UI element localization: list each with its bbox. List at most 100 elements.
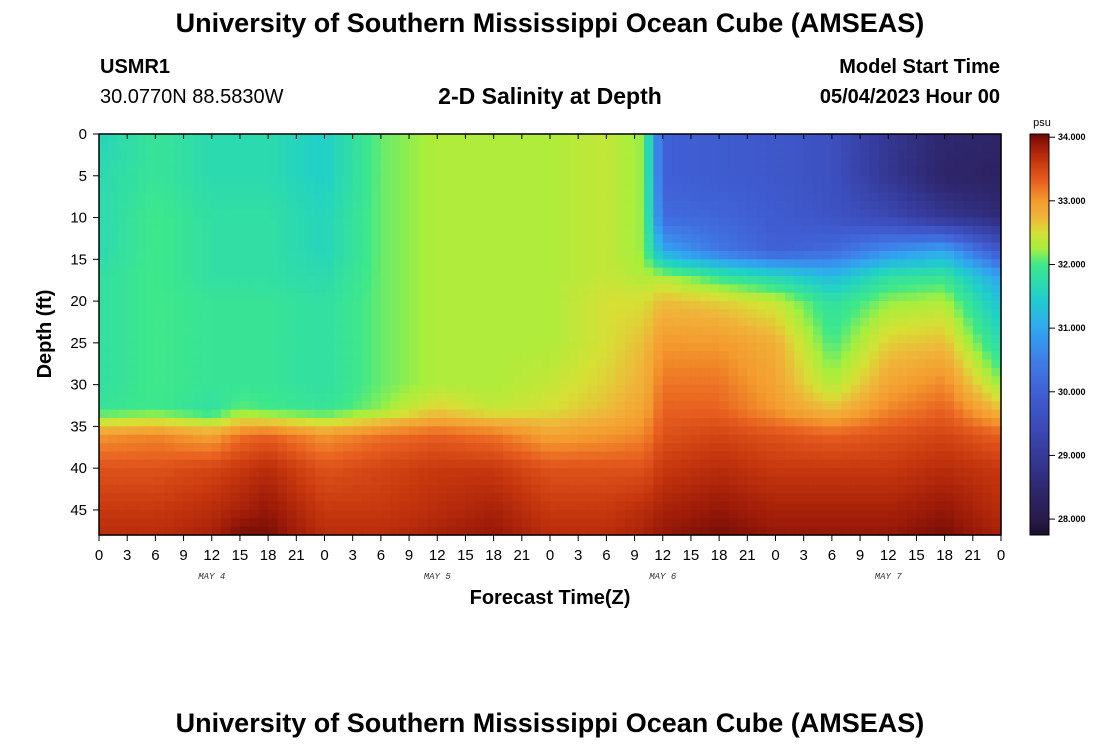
- heatmap-cell: [99, 184, 109, 194]
- heatmap-cell: [963, 459, 974, 469]
- heatmap-cell: [136, 434, 147, 444]
- heatmap-cell: [869, 351, 880, 361]
- heatmap-cell: [747, 367, 758, 377]
- heatmap-cell: [521, 476, 532, 486]
- heatmap-cell: [192, 401, 203, 411]
- heatmap-cell: [578, 150, 589, 160]
- heatmap-cell: [446, 167, 457, 177]
- heatmap-cell: [878, 367, 889, 377]
- heatmap-cell: [925, 443, 936, 453]
- heatmap-cell: [493, 242, 504, 252]
- heatmap-cell: [578, 418, 589, 427]
- heatmap-cell: [907, 409, 918, 419]
- heatmap-cell: [775, 217, 786, 227]
- heatmap-cell: [850, 426, 861, 436]
- heatmap-cell: [596, 509, 607, 519]
- heatmap-cell: [333, 242, 344, 252]
- heatmap-cell: [324, 367, 335, 377]
- heatmap-cell: [277, 234, 288, 244]
- heatmap-cell: [803, 392, 814, 402]
- heatmap-cell: [531, 468, 542, 478]
- heatmap-cell: [465, 476, 476, 486]
- heatmap-cell: [164, 150, 175, 160]
- heatmap-cell: [897, 217, 908, 227]
- heatmap-cell: [136, 468, 147, 478]
- heatmap: [99, 134, 1002, 536]
- heatmap-cell: [888, 501, 899, 511]
- heatmap-cell: [850, 309, 861, 319]
- heatmap-cell: [145, 150, 156, 160]
- heatmap-cell: [456, 301, 467, 311]
- heatmap-cell: [643, 175, 654, 185]
- heatmap-cell: [305, 484, 316, 494]
- heatmap-cell: [784, 175, 795, 185]
- heatmap-cell: [822, 392, 833, 402]
- heatmap-cell: [315, 167, 326, 177]
- heatmap-cell: [230, 451, 241, 461]
- heatmap-cell: [371, 242, 382, 252]
- x-axis-title: Forecast Time(Z): [470, 587, 631, 609]
- heatmap-cell: [127, 443, 138, 453]
- heatmap-cell: [784, 409, 795, 419]
- heatmap-cell: [596, 518, 607, 528]
- heatmap-cell: [286, 326, 297, 336]
- heatmap-cell: [117, 301, 128, 311]
- heatmap-cell: [474, 159, 485, 169]
- heatmap-cell: [643, 150, 654, 160]
- heatmap-cell: [512, 434, 523, 444]
- heatmap-cell: [437, 259, 448, 269]
- heatmap-cell: [916, 443, 927, 453]
- heatmap-cell: [230, 376, 241, 386]
- heatmap-cell: [784, 367, 795, 377]
- heatmap-cell: [268, 401, 279, 411]
- heatmap-cell: [484, 134, 495, 143]
- heatmap-cell: [822, 359, 833, 369]
- heatmap-cell: [681, 526, 692, 536]
- heatmap-cell: [719, 259, 730, 269]
- heatmap-cell: [202, 367, 213, 377]
- heatmap-cell: [258, 443, 269, 453]
- heatmap-cell: [493, 209, 504, 219]
- heatmap-cell: [145, 392, 156, 402]
- heatmap-cell: [409, 150, 420, 160]
- heatmap-cell: [737, 175, 748, 185]
- heatmap-cell: [493, 334, 504, 344]
- heatmap-cell: [578, 443, 589, 453]
- heatmap-cell: [860, 468, 871, 478]
- heatmap-cell: [183, 418, 194, 427]
- heatmap-cell: [709, 200, 720, 210]
- heatmap-cell: [249, 276, 260, 285]
- heatmap-cell: [634, 184, 645, 194]
- heatmap-cell: [747, 509, 758, 519]
- heatmap-cell: [681, 267, 692, 277]
- heatmap-cell: [813, 242, 824, 252]
- heatmap-cell: [578, 267, 589, 277]
- heatmap-cell: [249, 175, 260, 185]
- heatmap-cell: [418, 409, 429, 419]
- heatmap-cell: [305, 150, 316, 160]
- heatmap-cell: [700, 175, 711, 185]
- heatmap-cell: [625, 409, 636, 419]
- heatmap-cell: [766, 259, 777, 269]
- heatmap-cell: [803, 150, 814, 160]
- heatmap-cell: [493, 443, 504, 453]
- heatmap-cell: [164, 468, 175, 478]
- heatmap-cell: [174, 192, 185, 202]
- heatmap-cell: [813, 418, 824, 427]
- heatmap-cell: [230, 351, 241, 361]
- heatmap-cell: [446, 426, 457, 436]
- heatmap-cell: [813, 200, 824, 210]
- heatmap-cell: [766, 434, 777, 444]
- heatmap-cell: [766, 509, 777, 519]
- heatmap-cell: [662, 292, 673, 302]
- heatmap-cell: [521, 225, 532, 235]
- heatmap-cell: [972, 509, 983, 519]
- heatmap-cell: [954, 401, 965, 411]
- heatmap-cell: [841, 476, 852, 486]
- heatmap-cell: [305, 476, 316, 486]
- heatmap-cell: [775, 493, 786, 503]
- heatmap-cell: [982, 225, 993, 235]
- heatmap-cell: [907, 150, 918, 160]
- heatmap-cell: [982, 217, 993, 227]
- heatmap-cell: [813, 384, 824, 394]
